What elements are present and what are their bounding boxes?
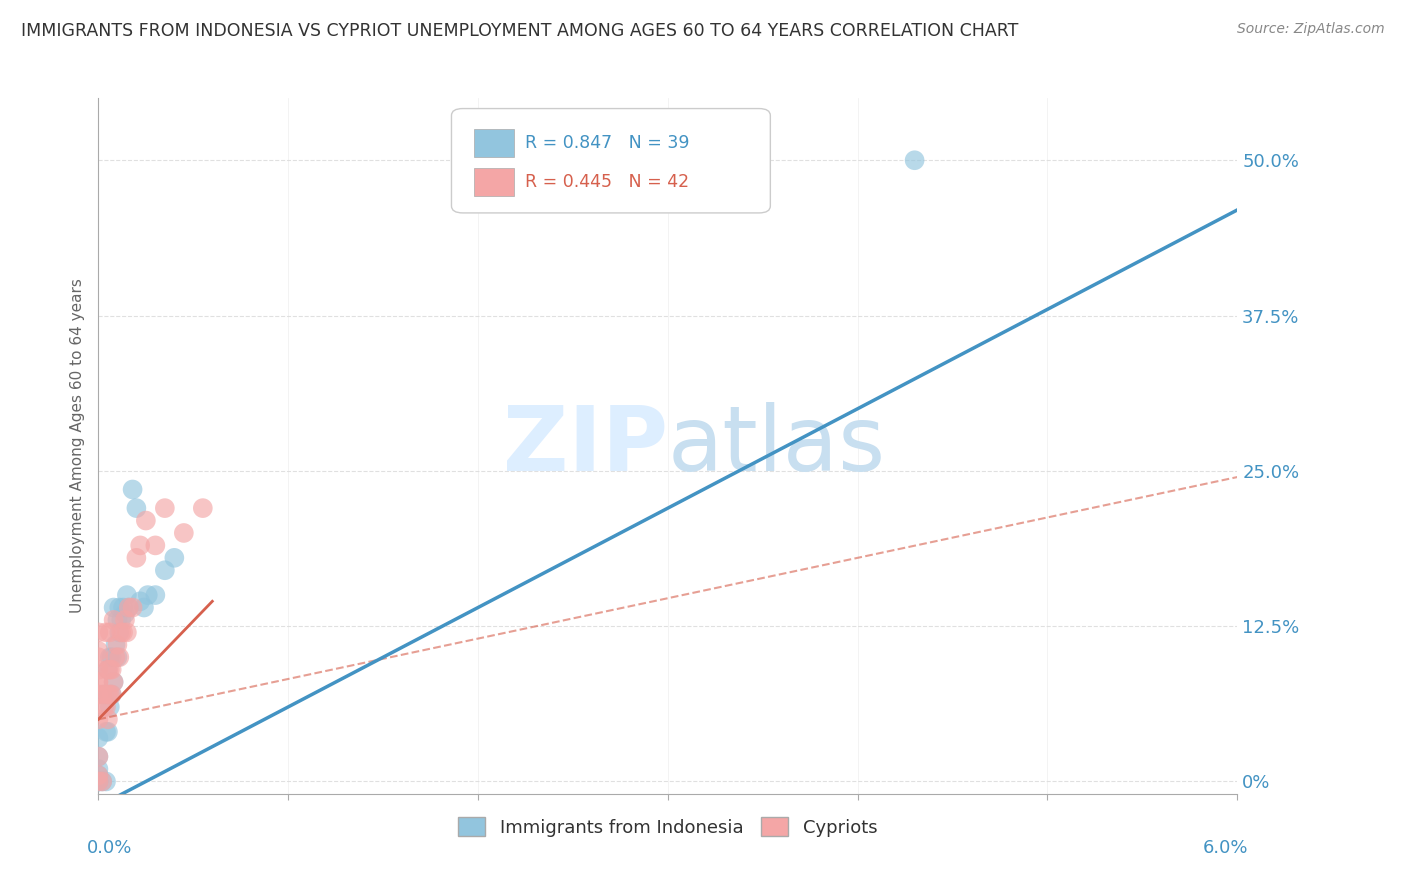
Point	[125, 501, 148, 516]
Bar	[474, 129, 515, 157]
Point	[121, 600, 143, 615]
Point	[87, 774, 110, 789]
Point	[87, 768, 110, 782]
Point	[100, 688, 122, 702]
Point	[104, 638, 127, 652]
Point	[91, 688, 114, 702]
Point	[637, 153, 661, 168]
Point	[108, 625, 131, 640]
Point	[125, 550, 148, 565]
Point	[103, 675, 125, 690]
Point	[104, 650, 127, 665]
Point	[108, 600, 131, 615]
Point	[87, 644, 110, 658]
Point	[103, 613, 125, 627]
Point	[103, 675, 125, 690]
Point	[136, 588, 159, 602]
Text: 6.0%: 6.0%	[1204, 839, 1249, 857]
Point	[100, 650, 122, 665]
Point	[94, 699, 117, 714]
Point	[87, 712, 110, 726]
Text: ZIP: ZIP	[503, 402, 668, 490]
Point	[129, 594, 152, 608]
Point	[91, 774, 114, 789]
Point	[87, 625, 110, 640]
Point	[115, 625, 138, 640]
Point	[87, 762, 110, 776]
Text: R = 0.445   N = 42: R = 0.445 N = 42	[526, 173, 689, 191]
Point	[98, 625, 121, 640]
Point	[97, 712, 120, 726]
Point	[118, 600, 141, 615]
Text: Source: ZipAtlas.com: Source: ZipAtlas.com	[1237, 22, 1385, 37]
Point	[91, 774, 114, 789]
Point	[191, 501, 214, 516]
Point	[108, 650, 131, 665]
Point	[97, 724, 120, 739]
Point	[135, 514, 157, 528]
FancyBboxPatch shape	[451, 109, 770, 213]
Point	[121, 483, 143, 497]
Point	[87, 774, 110, 789]
Point	[87, 663, 110, 677]
Point	[107, 650, 129, 665]
Point	[100, 663, 122, 677]
Point	[163, 550, 186, 565]
Point	[107, 638, 129, 652]
Point	[112, 600, 135, 615]
Text: atlas: atlas	[668, 402, 886, 490]
Point	[129, 538, 152, 552]
Point	[132, 600, 155, 615]
Text: IMMIGRANTS FROM INDONESIA VS CYPRIOT UNEMPLOYMENT AMONG AGES 60 TO 64 YEARS CORR: IMMIGRANTS FROM INDONESIA VS CYPRIOT UNE…	[21, 22, 1018, 40]
Legend: Immigrants from Indonesia, Cypriots: Immigrants from Indonesia, Cypriots	[451, 810, 884, 844]
Point	[114, 613, 136, 627]
Point	[110, 613, 132, 627]
Point	[103, 600, 125, 615]
Point	[94, 774, 117, 789]
Point	[98, 688, 121, 702]
Point	[87, 688, 110, 702]
Point	[107, 613, 129, 627]
Point	[87, 749, 110, 764]
Point	[153, 563, 176, 577]
Point	[110, 625, 132, 640]
Point	[87, 774, 110, 789]
Point	[904, 153, 927, 168]
Point	[97, 663, 120, 677]
Point	[153, 501, 176, 516]
Point	[145, 538, 166, 552]
Point	[173, 526, 195, 541]
Point	[93, 699, 115, 714]
Point	[118, 600, 141, 615]
Point	[100, 688, 122, 702]
Point	[87, 675, 110, 690]
Point	[98, 699, 121, 714]
Point	[94, 625, 117, 640]
Point	[87, 650, 110, 665]
Point	[93, 688, 115, 702]
Point	[115, 588, 138, 602]
Point	[87, 768, 110, 782]
Point	[97, 688, 120, 702]
Point	[98, 650, 121, 665]
Point	[145, 588, 166, 602]
Point	[87, 749, 110, 764]
Y-axis label: Unemployment Among Ages 60 to 64 years: Unemployment Among Ages 60 to 64 years	[69, 278, 84, 614]
Point	[112, 625, 135, 640]
Point	[87, 731, 110, 745]
Text: 0.0%: 0.0%	[87, 839, 132, 857]
Text: R = 0.847   N = 39: R = 0.847 N = 39	[526, 135, 690, 153]
Point	[97, 663, 120, 677]
Point	[114, 607, 136, 621]
Point	[94, 724, 117, 739]
Point	[98, 663, 121, 677]
Point	[87, 675, 110, 690]
Point	[87, 774, 110, 789]
Bar	[474, 168, 515, 195]
